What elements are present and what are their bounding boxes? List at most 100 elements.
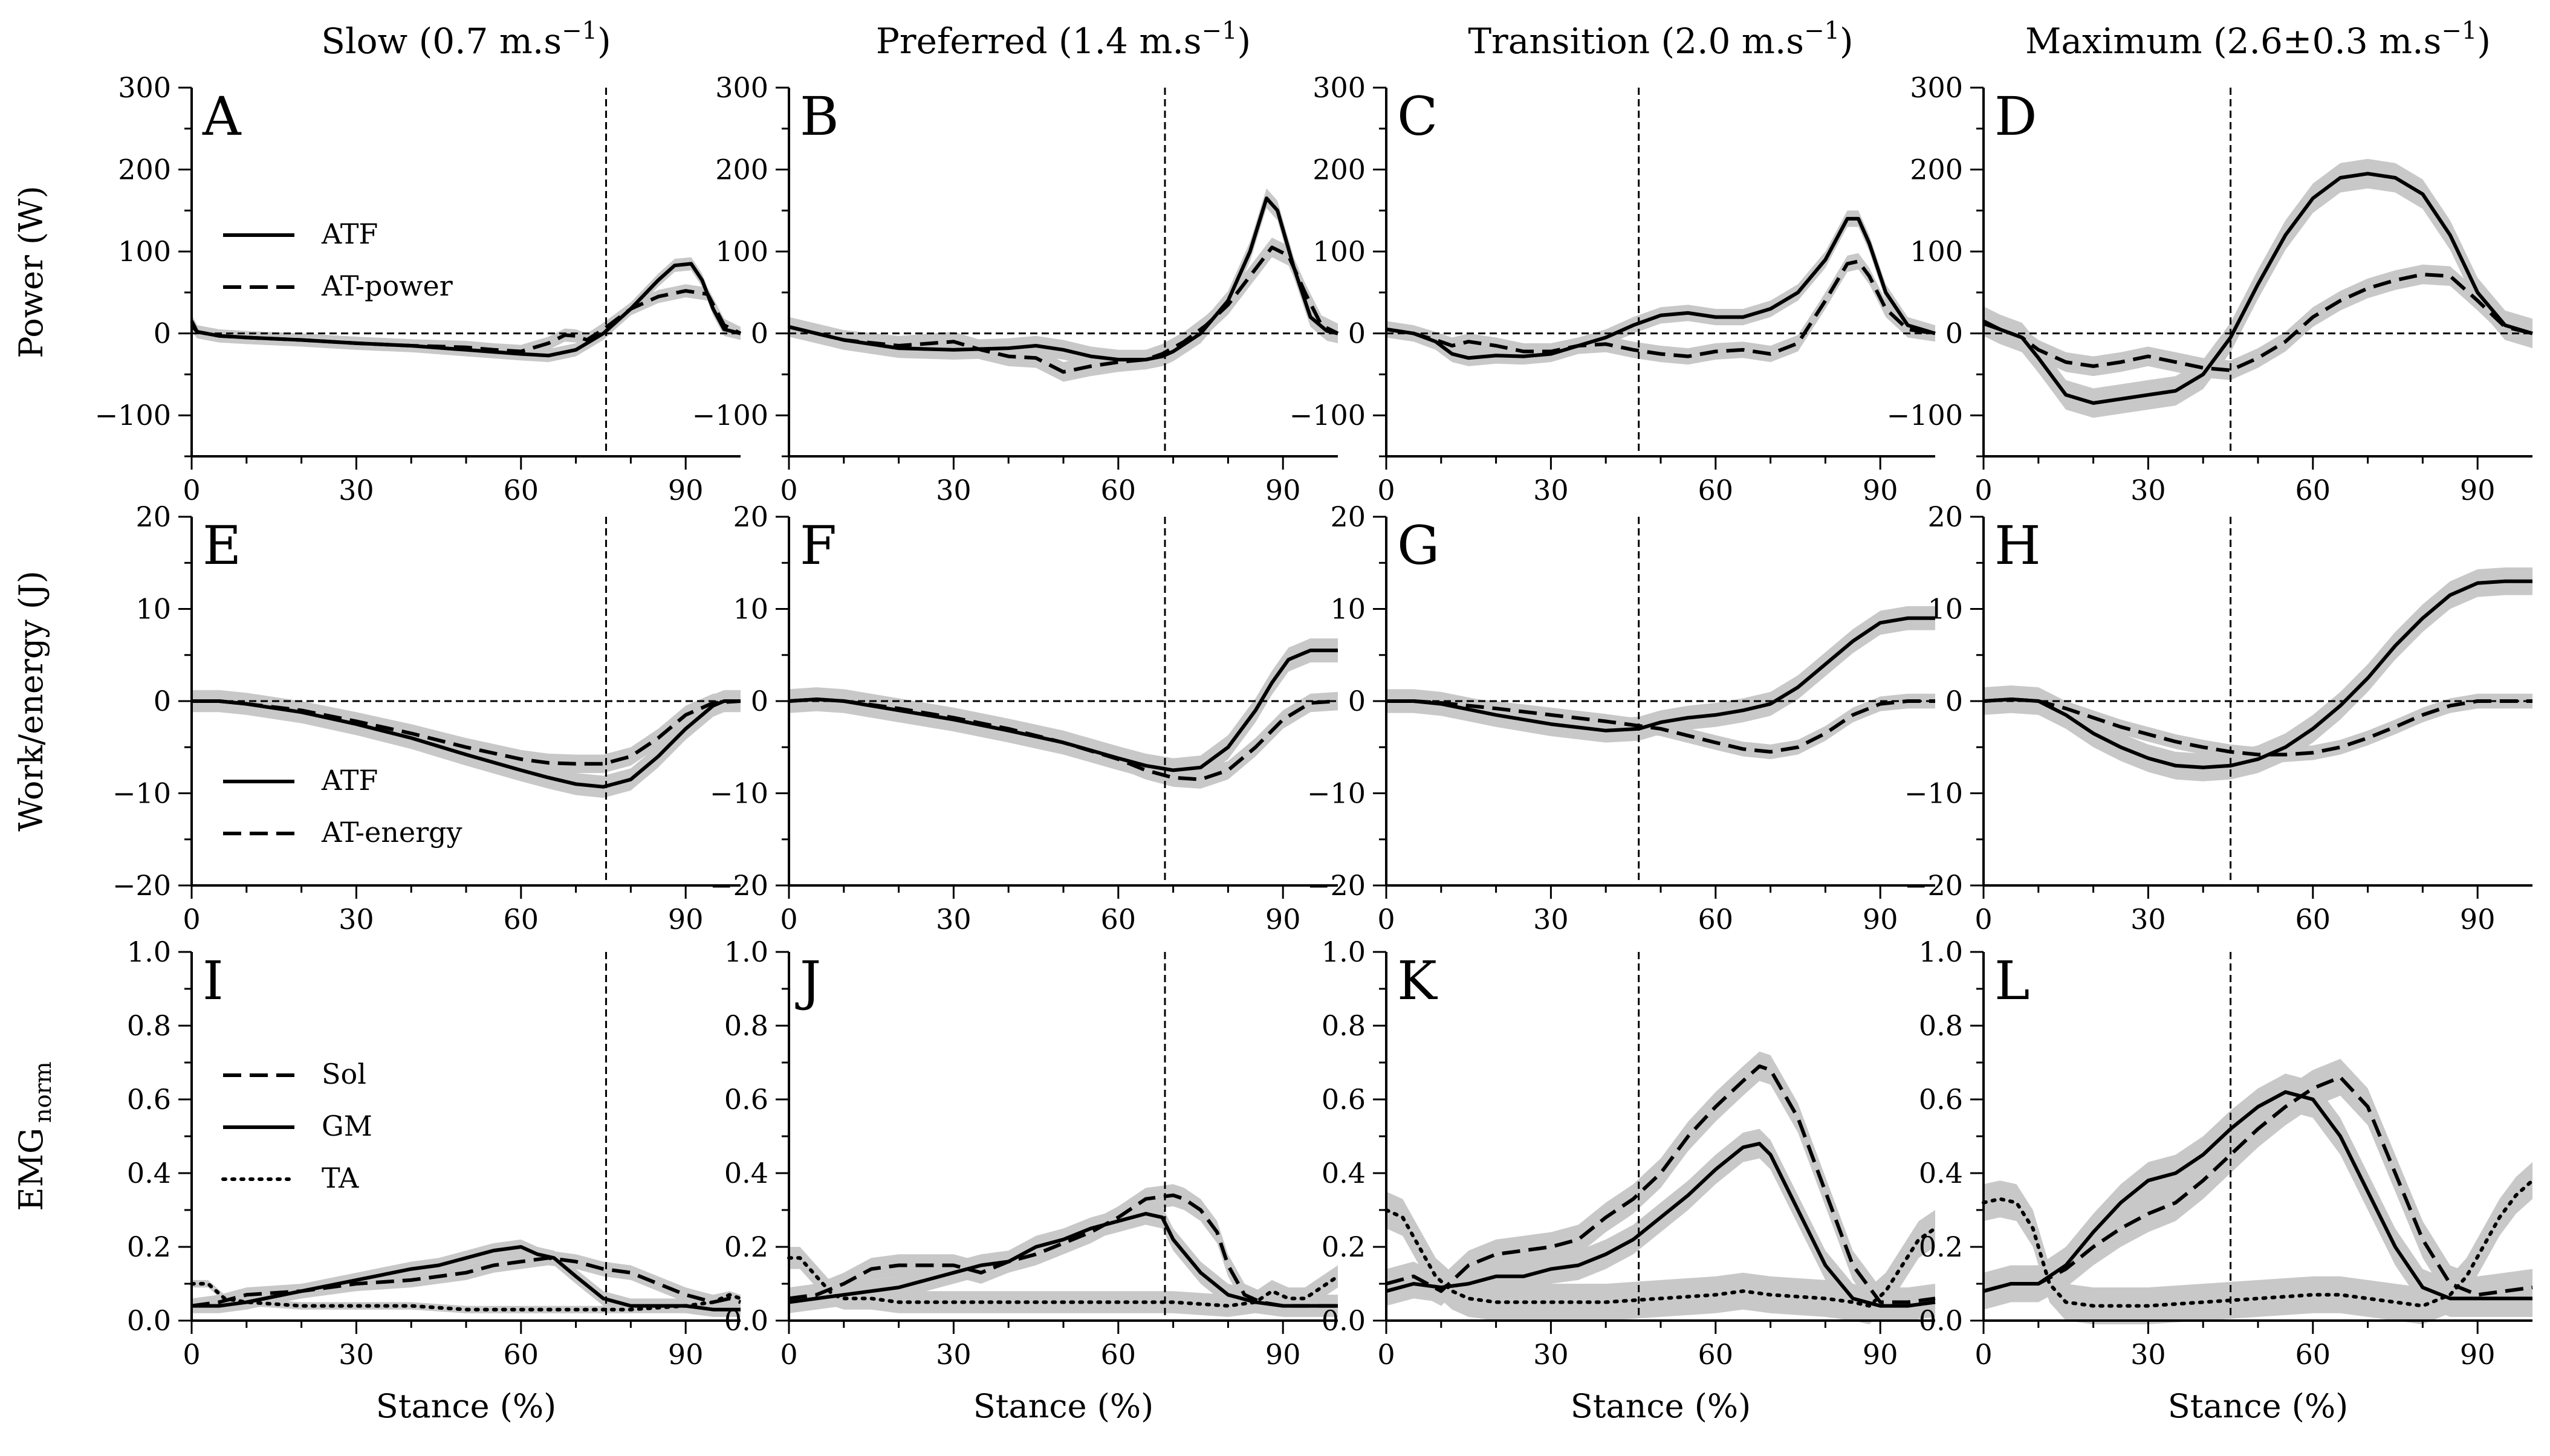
y-tick-label: 0.2 — [1919, 1231, 1963, 1263]
band-ta — [192, 1280, 741, 1313]
y-tick-label: −20 — [112, 869, 171, 902]
y-tick-label: 0 — [751, 317, 768, 350]
panel-letter: G — [1397, 514, 1439, 577]
x-tick-label: 30 — [1533, 1338, 1569, 1371]
x-axis-label: Stance (%) — [376, 1387, 556, 1425]
y-tick-label: 0.4 — [1919, 1157, 1963, 1189]
y-axis-label-work: Work/energy (J) — [12, 571, 50, 832]
x-tick-label: 90 — [1265, 1338, 1301, 1371]
x-tick-label: 90 — [1265, 474, 1301, 506]
y-tick-label: −20 — [1307, 869, 1366, 902]
x-tick-label: 30 — [2130, 474, 2166, 506]
y-axis-label-main: EMG — [12, 1128, 50, 1211]
series-line-gm — [788, 1212, 1338, 1308]
y-tick-label: 10 — [733, 593, 768, 626]
panel-J: 0.0 0.2 0.4 0.6 0.8 1.0 0 30 60 90 J Stance (%) — [724, 936, 1340, 1425]
column-title-main: Slow (0.7 m.s — [321, 21, 562, 62]
panel-B: −100 0 100 200 300 0 30 60 90 B — [692, 71, 1339, 506]
y-tick-label: −100 — [1290, 399, 1366, 432]
x-tick-label: 60 — [1101, 903, 1137, 936]
panel-D: −100 0 100 200 300 0 30 60 90 D — [1887, 71, 2533, 506]
panel-I: 0.0 0.2 0.4 0.6 0.8 1.0 0 30 60 90 I Stance (%) Sol G… — [127, 936, 742, 1425]
legend-label-atf: ATF — [321, 218, 378, 250]
x-tick-label: 60 — [2295, 903, 2331, 936]
y-tick-label: 1.0 — [724, 936, 768, 968]
x-axis-label: Stance (%) — [1571, 1387, 1751, 1425]
x-tick-label: 90 — [2460, 1338, 2496, 1371]
y-tick-label: 10 — [1927, 593, 1963, 626]
legend: Sol GM TA — [221, 1058, 372, 1194]
x-tick-label: 60 — [2295, 1338, 2331, 1371]
y-tick-label: 0 — [1945, 685, 1963, 717]
band-atf — [1984, 567, 2532, 781]
column-title-end: ) — [1238, 21, 1251, 62]
series-line-ta — [787, 1256, 1340, 1308]
series-line-gm — [1983, 1090, 2532, 1301]
x-tick-label: 60 — [1698, 474, 1734, 506]
x-tick-label: 30 — [1533, 474, 1569, 506]
column-title-end: ) — [1840, 21, 1854, 62]
x-tick-label: 30 — [339, 903, 374, 936]
y-tick-label: −20 — [710, 869, 768, 902]
y-tick-label: 20 — [1330, 500, 1366, 533]
y-tick-label: 0.4 — [127, 1157, 171, 1189]
series-line-atf — [1983, 579, 2532, 769]
band-sol — [192, 1251, 741, 1313]
panel-letter: H — [1994, 514, 2041, 577]
band-at-power — [1984, 264, 2532, 380]
x-tick-label: 30 — [936, 1338, 972, 1371]
y-axis-label-main: Power (W) — [12, 186, 50, 358]
y-axis-label-power: Power (W) — [12, 186, 50, 358]
legend-label-at-power: AT-power — [321, 270, 453, 302]
x-tick-label: 0 — [1974, 474, 1992, 506]
x-tick-label: 60 — [2295, 474, 2331, 506]
x-tick-label: 0 — [1377, 903, 1395, 936]
y-axis-label-emg: EMG norm — [12, 1061, 56, 1211]
x-tick-label: 30 — [936, 903, 972, 936]
band-gm — [1386, 1128, 1935, 1321]
y-tick-label: −100 — [1887, 399, 1963, 432]
y-tick-label: 20 — [733, 500, 768, 533]
y-tick-label: 10 — [135, 593, 171, 626]
panel-letter: J — [795, 950, 821, 1012]
column-title-end: ) — [2477, 21, 2491, 62]
series-line-at-energy — [1983, 697, 2532, 757]
band-at-energy — [1984, 691, 2532, 762]
y-tick-label: 0.4 — [1322, 1157, 1366, 1189]
band-at-power — [192, 284, 741, 358]
y-tick-label: 200 — [1910, 154, 1963, 186]
y-tick-label: 1.0 — [1322, 936, 1366, 968]
x-tick-label: 90 — [1863, 1338, 1898, 1371]
series-line-sol — [788, 1193, 1338, 1308]
column-title-3: Maximum (2.6±0.3 m.s−1) — [2025, 17, 2491, 62]
x-tick-label: 0 — [1974, 1338, 1992, 1371]
x-tick-label: 0 — [780, 1338, 797, 1371]
series-line-atf — [1386, 216, 1936, 360]
column-title-main: Preferred (1.4 m.s — [876, 21, 1202, 62]
band-gm — [1984, 1073, 2532, 1317]
series-line-sol — [1983, 1075, 2533, 1297]
x-tick-label: 30 — [2130, 903, 2166, 936]
x-tick-label: 90 — [2460, 903, 2496, 936]
panel-letter: F — [800, 514, 837, 577]
legend-label-ta: TA — [322, 1162, 359, 1194]
panel-letter: K — [1397, 950, 1438, 1012]
series-line-at-power — [788, 245, 1339, 374]
y-tick-label: −100 — [95, 399, 171, 432]
series-line-at-power — [1386, 259, 1936, 358]
column-title-exponent: −1 — [1202, 17, 1238, 45]
x-tick-label: 60 — [1698, 1338, 1734, 1371]
panel-letter: E — [203, 514, 241, 577]
x-tick-label: 60 — [1101, 474, 1137, 506]
y-tick-label: 300 — [118, 71, 171, 104]
y-tick-label: 0 — [1348, 685, 1366, 717]
y-tick-label: 200 — [118, 154, 171, 186]
panel-letter: A — [202, 85, 242, 147]
x-tick-label: 90 — [1863, 474, 1898, 506]
series-line-at-power — [1983, 273, 2533, 372]
x-tick-label: 30 — [936, 474, 972, 506]
y-tick-label: 0.8 — [724, 1009, 768, 1042]
panel-A: −100 0 100 200 300 0 30 60 90 A ATF AT-power — [95, 71, 742, 506]
column-title-exponent: −1 — [2441, 17, 2477, 45]
y-tick-label: 20 — [1927, 500, 1963, 533]
